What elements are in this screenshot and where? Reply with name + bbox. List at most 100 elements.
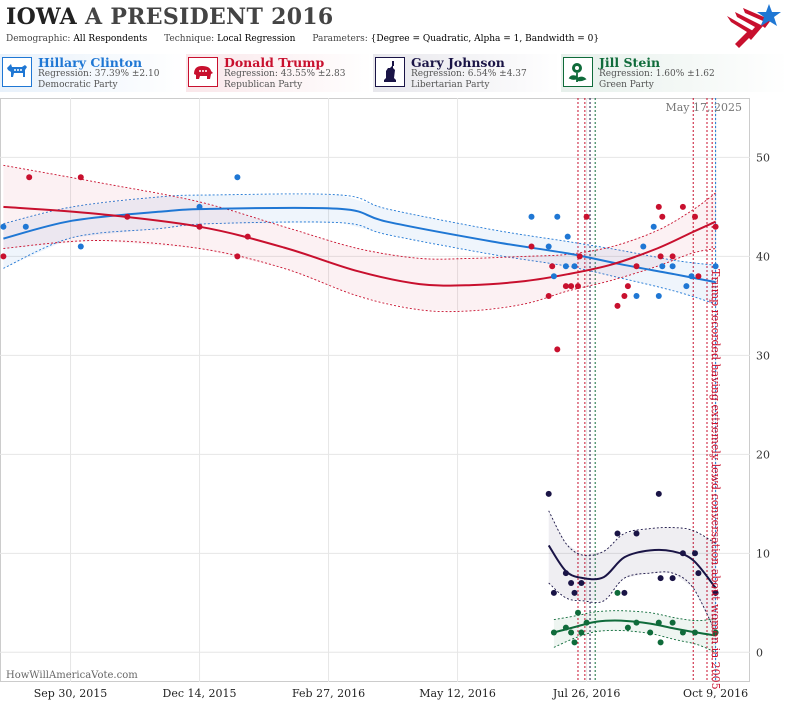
poll-point-clinton xyxy=(196,203,203,210)
poll-point-johnson xyxy=(679,550,686,557)
poll-point-stein xyxy=(657,639,664,646)
confidence-band-clinton xyxy=(3,195,716,304)
poll-point-johnson xyxy=(545,490,552,497)
candidate-card-stein: Jill Stein Regression: 1.60% ±1.62 Green… xyxy=(561,54,789,92)
poll-point-trump xyxy=(679,203,686,210)
site-logo-icon xyxy=(727,4,781,48)
poll-point-stein xyxy=(624,624,631,631)
regression-curve-johnson xyxy=(547,544,717,589)
poll-point-trump xyxy=(655,203,662,210)
poll-point-trump xyxy=(562,283,569,290)
poll-point-trump xyxy=(26,174,33,181)
poll-point-trump xyxy=(77,174,84,181)
poll-point-clinton xyxy=(659,263,666,270)
poll-point-stein xyxy=(562,624,569,631)
date-stamp: May 17, 2025 xyxy=(665,101,742,114)
poll-point-stein xyxy=(633,619,640,626)
poll-point-johnson xyxy=(633,530,640,537)
candidate-name: Jill Stein xyxy=(599,55,661,70)
poll-point-johnson xyxy=(621,589,628,596)
poll-point-johnson xyxy=(568,580,575,586)
header: IOWA A PRESIDENT 2016 Demographic: All R… xyxy=(0,0,789,54)
poll-point-trump xyxy=(549,263,556,270)
liberty-statue-icon xyxy=(375,57,405,87)
y-tick-label: 30 xyxy=(756,349,770,362)
candidate-card-clinton: Hillary Clinton Regression: 37.39% ±2.10… xyxy=(0,54,186,92)
x-axis: Sep 30, 2015 Dec 14, 2015 Feb 27, 2016 May … xyxy=(34,687,748,700)
poll-point-clinton xyxy=(571,263,578,270)
poll-point-stein xyxy=(583,619,590,626)
donkey-icon xyxy=(2,57,32,87)
event-lines xyxy=(577,98,717,682)
poll-point-stein xyxy=(568,629,575,636)
poll-point-clinton xyxy=(655,293,662,299)
poll-point-clinton xyxy=(683,283,690,290)
poll-point-clinton xyxy=(564,233,571,240)
poll-point-johnson xyxy=(571,589,578,596)
poll-point-johnson xyxy=(614,530,621,537)
poll-point-stein xyxy=(575,609,581,616)
confidence-band-johnson xyxy=(548,510,716,633)
y-tick-label: 50 xyxy=(756,151,770,164)
poll-point-clinton xyxy=(562,263,569,270)
x-tick-label: Dec 14, 2015 xyxy=(163,687,237,700)
poll-point-johnson xyxy=(692,550,698,557)
x-tick-label: Sep 30, 2015 xyxy=(34,687,108,700)
lower-bound-clinton xyxy=(3,221,716,305)
regression-curve-trump xyxy=(3,205,717,287)
regression-curve-clinton xyxy=(3,206,716,284)
demographic-value: All Respondents xyxy=(73,34,148,44)
candidate-regression: Regression: 37.39% ±2.10 xyxy=(38,69,160,79)
poll-point-trump xyxy=(669,253,676,260)
poll-point-clinton xyxy=(22,223,29,230)
candidate-regression: Regression: 1.60% ±1.62 xyxy=(599,69,715,79)
candidate-party: Green Party xyxy=(599,80,654,90)
poll-point-trump xyxy=(568,283,575,290)
poll-point-trump xyxy=(712,223,719,230)
parameters-value: {Degree = Quadratic, Alpha = 1, Bandwidt… xyxy=(370,34,600,44)
x-tick-label: Jul 26, 2016 xyxy=(552,687,621,700)
poll-point-clinton xyxy=(0,223,7,230)
poll-point-clinton xyxy=(550,273,557,280)
poll-point-johnson xyxy=(669,575,676,582)
race-name: A PRESIDENT 2016 xyxy=(85,4,334,30)
poll-point-johnson xyxy=(695,570,702,577)
sunflower-icon xyxy=(563,57,593,87)
poll-point-stein xyxy=(712,629,719,636)
candidate-name: Donald Trump xyxy=(224,55,325,70)
poll-point-stein xyxy=(578,629,585,636)
poll-point-trump xyxy=(614,302,621,309)
poll-point-clinton xyxy=(77,243,84,250)
demographic-label: Demographic: xyxy=(6,34,71,44)
poll-point-johnson xyxy=(655,490,662,497)
poll-point-clinton xyxy=(545,243,552,250)
poll-point-trump xyxy=(583,213,590,220)
poll-point-stein xyxy=(692,629,698,636)
poll-point-trump xyxy=(633,263,640,270)
poll-point-stein xyxy=(571,639,578,646)
poll-point-trump xyxy=(554,346,561,353)
poll-point-clinton xyxy=(688,273,695,280)
poll-point-clinton xyxy=(640,243,647,250)
poll-point-trump xyxy=(0,253,7,260)
candidate-name: Hillary Clinton xyxy=(38,55,143,70)
poll-point-trump xyxy=(576,253,583,260)
poll-point-clinton xyxy=(650,223,657,230)
poll-point-stein xyxy=(647,629,654,636)
candidate-card-johnson: Gary Johnson Regression: 6.54% ±4.37 Lib… xyxy=(373,54,561,92)
poll-point-clinton xyxy=(712,263,719,270)
poll-point-trump xyxy=(124,213,131,220)
poll-point-trump xyxy=(545,293,552,299)
candidate-party: Republican Party xyxy=(224,80,303,90)
page-title: IOWA A PRESIDENT 2016 xyxy=(6,4,334,30)
poll-point-johnson xyxy=(657,575,664,582)
poll-point-johnson xyxy=(562,570,569,577)
poll-point-trump xyxy=(234,253,241,260)
poll-point-trump xyxy=(528,243,535,250)
poll-point-stein xyxy=(614,589,621,596)
elephant-icon xyxy=(188,57,218,87)
candidate-party: Democratic Party xyxy=(38,80,118,90)
x-tick-label: May 12, 2016 xyxy=(419,687,496,700)
poll-point-clinton xyxy=(669,263,676,270)
candidate-party: Libertarian Party xyxy=(411,80,490,90)
